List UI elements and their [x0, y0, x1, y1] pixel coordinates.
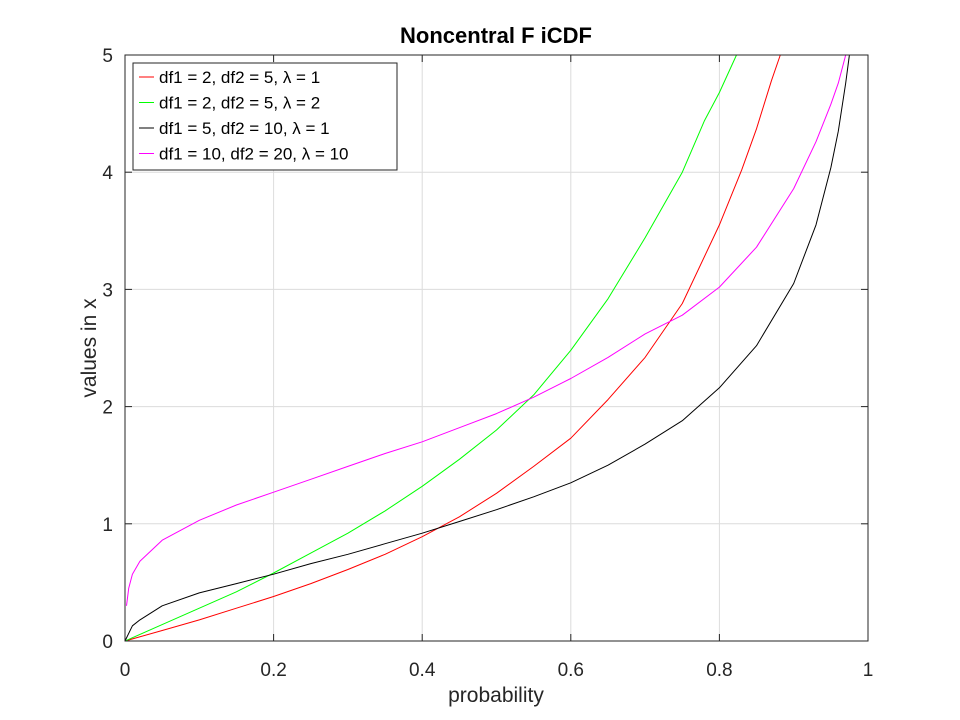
- legend-label-3: df1 = 5, df2 = 10, λ = 1: [159, 119, 330, 138]
- x-tick-label: 0.6: [558, 660, 584, 681]
- y-axis-label: values in x: [78, 298, 101, 398]
- y-tick-label: 1: [102, 515, 113, 536]
- series-line-1: [124, 54, 781, 642]
- legend-box: [132, 62, 398, 171]
- y-tick-label: 5: [102, 46, 113, 67]
- plot-frame: [124, 54, 869, 642]
- y-tick-label: 4: [102, 163, 113, 184]
- x-tick-label: 1: [863, 660, 874, 681]
- chart-title: Noncentral F iCDF: [400, 23, 592, 48]
- series-line-3: [124, 54, 850, 642]
- y-tick-label: 0: [102, 632, 113, 653]
- x-tick-label: 0: [120, 660, 131, 681]
- legend: df1 = 2, df2 = 5, λ = 1 df1 = 2, df2 = 5,…: [132, 62, 398, 171]
- legend-label-1: df1 = 2, df2 = 5, λ = 1: [159, 68, 320, 87]
- y-tick-label: 2: [102, 398, 113, 419]
- x-tick-label: 0.4: [409, 660, 436, 681]
- x-tick-label: 0.8: [706, 660, 732, 681]
- x-tick-label: 0.2: [260, 660, 286, 681]
- x-axis-label: probability: [448, 684, 544, 707]
- ticks: [124, 54, 869, 642]
- series-line-2: [124, 54, 737, 642]
- y-tick-label: 3: [102, 280, 113, 301]
- series-layer: [124, 54, 850, 642]
- tick-labels: 0 0.2 0.4 0.6 0.8 1 0 1 2 3 4 5: [102, 46, 873, 681]
- grid: [125, 55, 868, 641]
- series-line-4: [126, 54, 847, 606]
- legend-label-2: df1 = 2, df2 = 5, λ = 2: [159, 94, 320, 113]
- legend-label-4: df1 = 10, df2 = 20, λ = 10: [159, 145, 349, 164]
